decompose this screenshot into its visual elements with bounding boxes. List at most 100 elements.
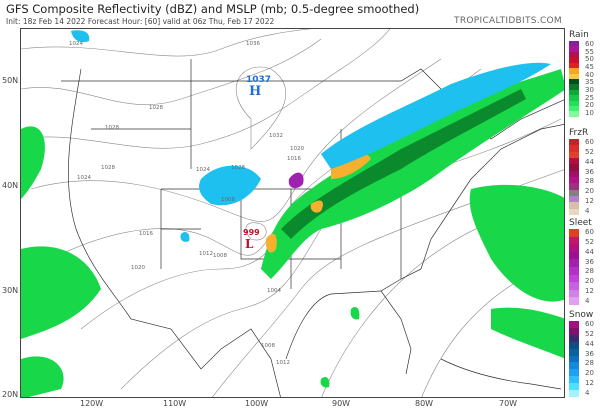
legend-frzr: FrzR 60 52 44 36 28 20 12 4 [569, 128, 600, 215]
legend-swatch [569, 208, 579, 215]
legend-value: 30 [585, 85, 594, 94]
legend-value: 20 [585, 187, 594, 196]
legend-value: 45 [585, 62, 594, 71]
legend-swatch [569, 170, 579, 177]
lat-label-50n: 50N [2, 76, 19, 85]
legend-value: 60 [585, 40, 594, 48]
legend-title: FrzR [569, 128, 589, 138]
map-title: GFS Composite Reflectivity (dBZ) and MSL… [6, 2, 420, 16]
legend-swatch [569, 111, 579, 117]
legend-swatch [569, 266, 579, 275]
legend-colorbar [569, 229, 579, 305]
legend-swatch [569, 57, 579, 63]
legend-value: 12 [585, 287, 594, 296]
isobar-label: 1012 [199, 251, 213, 257]
legend-value: 12 [585, 379, 594, 388]
legend-value: 36 [585, 349, 594, 358]
low-pressure-value: 999 [243, 228, 260, 237]
legend-swatch [569, 362, 579, 370]
legend-swatch [569, 259, 579, 267]
legend-value: 40 [585, 70, 594, 79]
legend-swatch [569, 327, 579, 335]
legend-swatch [569, 46, 579, 52]
legend-value: 20 [585, 277, 594, 286]
isobar-label: 1004 [267, 288, 281, 294]
legend-swatch [569, 251, 579, 260]
legend-swatch [569, 355, 579, 363]
legend-value: 36 [585, 257, 594, 266]
legend-snow: Snow 60 52 44 36 28 20 12 4 [569, 310, 600, 397]
legend-swatch [569, 297, 579, 305]
legend-value: 52 [585, 237, 594, 246]
low-pressure-center: 999 L [243, 228, 260, 251]
lon-label-120w: 120W [80, 399, 104, 408]
legend-title: Sleet [569, 218, 592, 228]
legend-title: Snow [569, 310, 594, 320]
legend-swatch [569, 89, 579, 96]
reflectivity-map: 1024 1036 1028 1028 1032 1028 1028 1024 … [20, 28, 565, 398]
legend-swatch [569, 95, 579, 101]
isobar-label: 1020 [131, 265, 145, 271]
isobar-label: 1008 [213, 253, 227, 259]
legend-value: 4 [585, 388, 590, 397]
legend-swatch [569, 68, 579, 74]
legend-swatch [569, 229, 579, 237]
legend-value: 10 [585, 108, 594, 117]
lon-label-70w: 70W [499, 399, 518, 408]
legend-swatch [569, 139, 579, 146]
lat-label-20n: 20N [2, 390, 19, 399]
legend-swatch [569, 274, 579, 283]
legend-value: 4 [585, 296, 590, 305]
legend-value: 20 [585, 101, 594, 110]
lat-label-30n: 30N [2, 286, 19, 295]
legend-swatch [569, 369, 579, 377]
isobar-label: 1020 [290, 146, 304, 152]
legend-swatch [569, 244, 579, 252]
legend-colorbar [569, 41, 579, 117]
legend-swatch [569, 383, 579, 391]
legend-value: 35 [585, 78, 594, 87]
legend-swatch [569, 73, 579, 79]
legend-value: 28 [585, 177, 594, 186]
legend-swatch [569, 84, 579, 90]
legend-value: 60 [585, 228, 594, 236]
legend-value: 50 [585, 55, 594, 64]
isobar-label: 1028 [105, 125, 119, 131]
lon-label-100w: 100W [245, 399, 269, 408]
legend-swatch [569, 145, 579, 152]
isobar-label: 1024 [196, 167, 210, 173]
legend-value: 44 [585, 157, 594, 166]
map-canvas: 1024 1036 1028 1028 1032 1028 1028 1024 … [21, 29, 564, 397]
legend-swatch [569, 348, 579, 356]
legend-value: 4 [585, 206, 590, 215]
legend-swatch [569, 164, 579, 171]
legend-value: 60 [585, 320, 594, 328]
legend-value: 52 [585, 329, 594, 338]
legend-swatch [569, 100, 579, 107]
legend-value: 52 [585, 147, 594, 156]
legend-swatch [569, 195, 579, 203]
legend-title: Rain [569, 30, 589, 40]
legend-value: 20 [585, 369, 594, 378]
isobar-label: 1008 [221, 197, 235, 203]
legend-swatch [569, 376, 579, 384]
isobar-label: 1028 [149, 105, 163, 111]
legend-swatch [569, 157, 579, 165]
legend-value: 36 [585, 167, 594, 176]
legend-swatch [569, 202, 579, 209]
map-subtitle: Init: 18z Feb 14 2022 Forecast Hour: [60… [6, 17, 275, 26]
legend-swatch [569, 106, 579, 112]
legend-sleet: Sleet 60 52 44 36 28 20 12 4 [569, 218, 600, 305]
legend-swatch [569, 51, 579, 58]
legend-value: 28 [585, 267, 594, 276]
legend-value: 25 [585, 93, 594, 102]
legend-swatch [569, 236, 579, 245]
isobar-label: 1016 [287, 156, 301, 162]
lat-label-40n: 40N [2, 181, 19, 190]
legend-swatch [569, 151, 579, 158]
isobar-label: 1028 [231, 165, 245, 171]
precipitation [21, 30, 564, 397]
legend-swatch [569, 341, 579, 349]
lon-label-90w: 90W [332, 399, 351, 408]
legend-value: 44 [585, 247, 594, 256]
